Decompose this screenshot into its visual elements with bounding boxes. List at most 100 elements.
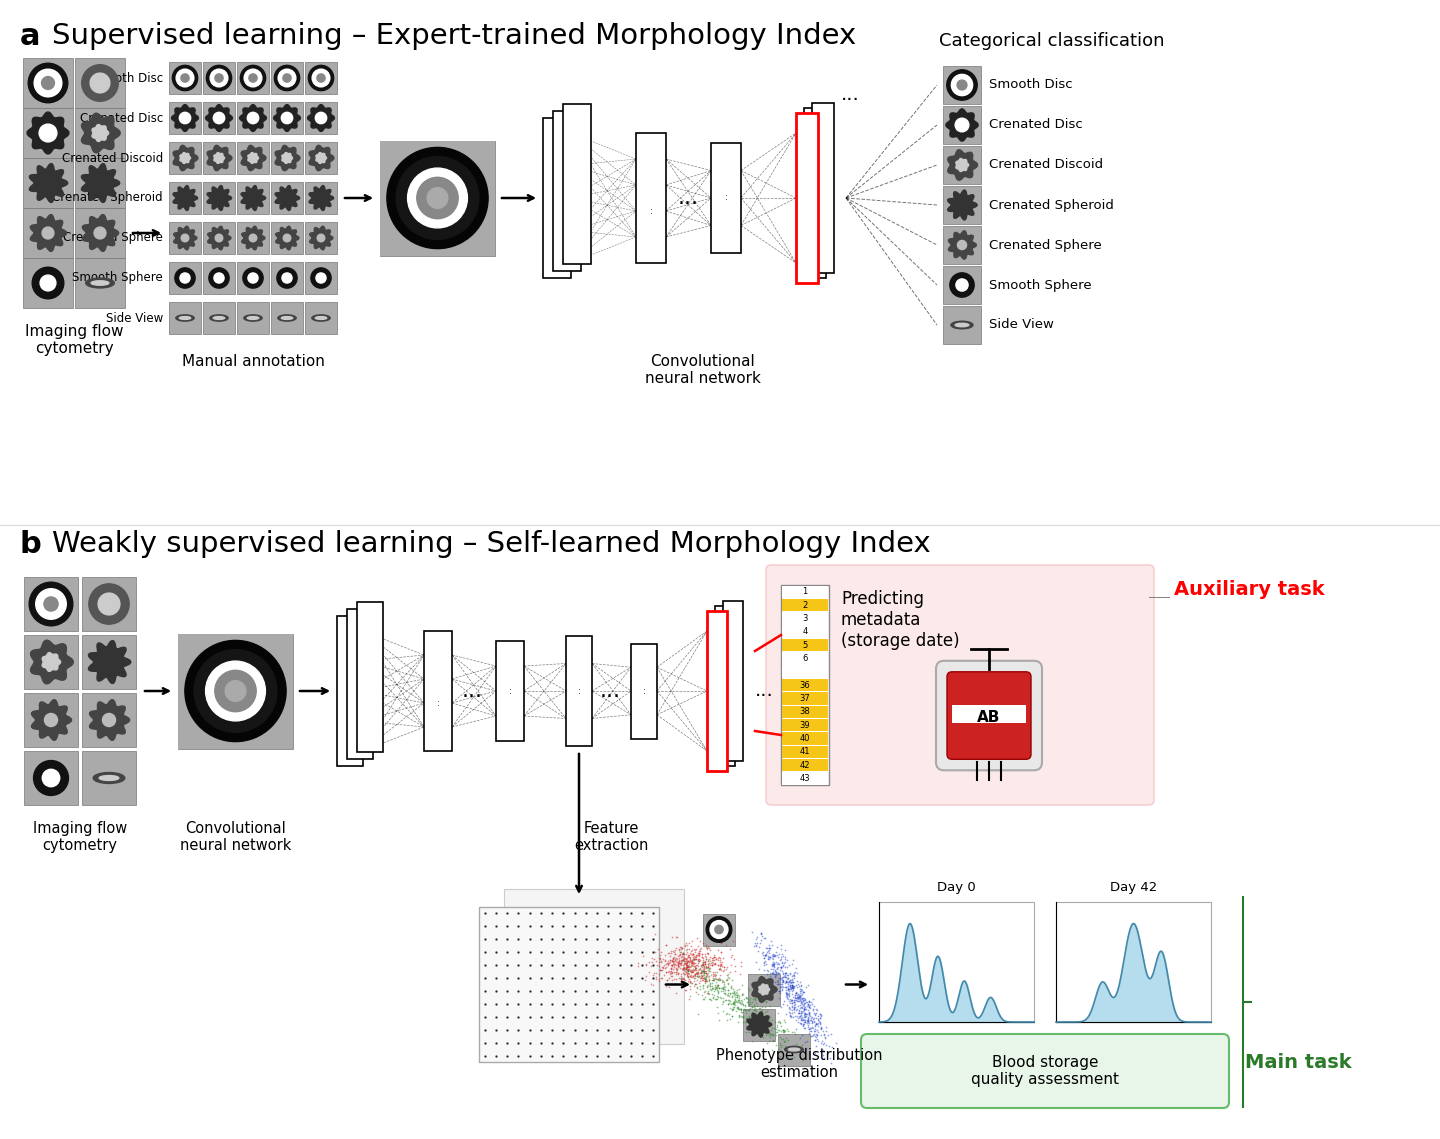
Point [681, 932, 704, 950]
Point [688, 947, 711, 965]
Point [677, 960, 700, 978]
Point [793, 1005, 816, 1023]
Point [798, 998, 821, 1016]
Point [775, 964, 798, 982]
Point [688, 980, 711, 998]
Point [793, 1018, 816, 1036]
Point [690, 972, 713, 990]
Point [677, 964, 700, 982]
Point [773, 1022, 796, 1040]
Circle shape [215, 74, 223, 82]
Point [775, 966, 798, 984]
Point [786, 985, 809, 1003]
Point [711, 993, 734, 1011]
Point [671, 968, 694, 986]
Point [785, 991, 808, 1009]
Point [789, 977, 812, 995]
Text: 39: 39 [799, 721, 811, 729]
Point [685, 967, 708, 985]
Point [677, 948, 700, 966]
Point [683, 958, 706, 976]
Point [792, 1019, 815, 1038]
Point [674, 956, 697, 974]
Point [749, 1021, 772, 1039]
Point [786, 1000, 809, 1018]
Point [727, 989, 750, 1007]
Point [809, 1034, 832, 1052]
Point [693, 966, 716, 984]
Point [723, 991, 746, 1009]
Point [762, 962, 785, 981]
Point [791, 1002, 814, 1021]
Point [796, 1010, 819, 1029]
Polygon shape [480, 907, 660, 1062]
Point [644, 925, 667, 943]
Bar [271, 182, 302, 214]
Point [681, 962, 704, 981]
Point [683, 968, 706, 986]
Point [780, 994, 804, 1013]
Point [668, 954, 691, 973]
Point [701, 974, 724, 992]
Point [693, 965, 716, 983]
Point [789, 1010, 812, 1029]
Point [750, 1015, 773, 1033]
Circle shape [184, 640, 287, 741]
Point [675, 954, 698, 973]
Point [778, 991, 801, 1009]
Circle shape [501, 707, 518, 724]
Bar [780, 585, 829, 785]
Point [736, 989, 759, 1007]
Polygon shape [948, 149, 978, 180]
Point [739, 1015, 762, 1033]
Point [710, 960, 733, 978]
Point [697, 954, 720, 973]
Circle shape [317, 235, 325, 241]
Point [635, 954, 658, 973]
Point [720, 1007, 743, 1025]
Point [662, 950, 685, 968]
Point [690, 940, 713, 958]
Point [796, 1011, 819, 1030]
Point [798, 992, 821, 1010]
Point [704, 978, 727, 997]
Point [664, 941, 687, 959]
Text: 3: 3 [802, 614, 808, 623]
Point [763, 945, 786, 964]
Polygon shape [174, 227, 197, 249]
Point [660, 960, 683, 978]
Polygon shape [82, 164, 120, 203]
Point [775, 978, 798, 997]
Point [744, 931, 768, 949]
Point [808, 1005, 831, 1023]
Point [683, 951, 706, 969]
Point [795, 977, 818, 995]
Point [793, 993, 816, 1011]
Circle shape [429, 670, 446, 688]
Point [753, 947, 776, 965]
Point [671, 969, 694, 988]
Point [701, 985, 724, 1003]
Point [750, 991, 773, 1009]
Point [684, 964, 707, 982]
Text: 40: 40 [799, 734, 811, 743]
Point [693, 962, 716, 981]
Point [698, 948, 721, 966]
Point [670, 969, 693, 988]
Point [688, 952, 711, 970]
Point [693, 983, 716, 1001]
Point [652, 966, 675, 984]
Point [806, 1015, 829, 1033]
Point [783, 998, 806, 1016]
Circle shape [706, 917, 732, 942]
Point [674, 962, 697, 981]
Point [766, 964, 789, 982]
Point [688, 951, 711, 969]
Point [778, 956, 801, 974]
Point [710, 934, 733, 952]
Point [667, 966, 690, 984]
Point [772, 995, 795, 1014]
Point [788, 990, 811, 1008]
Point [804, 1017, 827, 1035]
Point [755, 1014, 778, 1032]
